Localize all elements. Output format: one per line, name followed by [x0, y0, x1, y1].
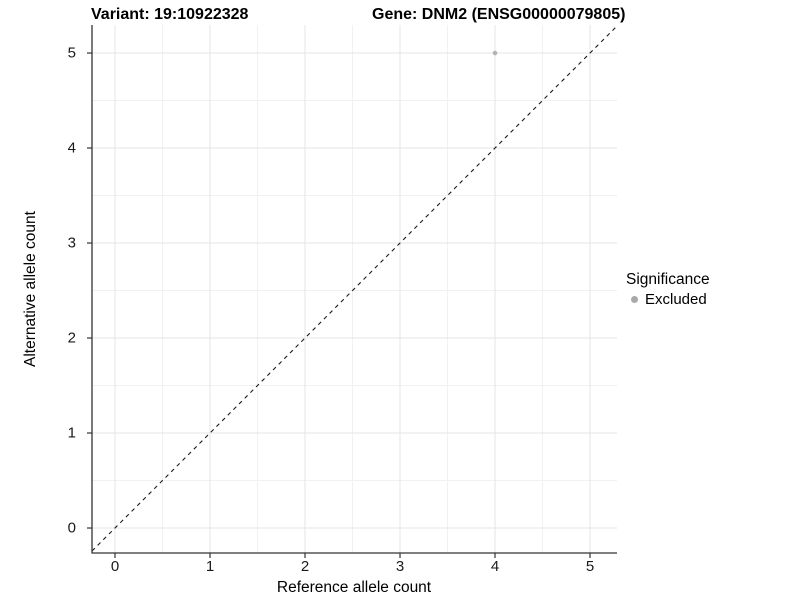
- y-tick-label: 0: [67, 519, 76, 537]
- legend-key-dot-icon: [631, 295, 638, 303]
- y-tick-label: 2: [67, 329, 76, 347]
- x-axis-title: Reference allele count: [276, 579, 432, 596]
- legend: Significance Excluded: [626, 271, 710, 308]
- legend-item-label: Excluded: [645, 290, 707, 308]
- identity-reference-line: [91, 25, 618, 552]
- x-tick-label: 3: [395, 558, 405, 575]
- legend-title: Significance: [626, 271, 710, 288]
- legend-items: Excluded: [626, 290, 710, 308]
- x-tick-label: 1: [205, 558, 215, 575]
- x-tick-label: 0: [110, 558, 120, 575]
- y-tick-label: 5: [67, 44, 76, 62]
- y-axis-title: Alternative allele count: [22, 211, 39, 367]
- y-tick-label: 1: [67, 424, 76, 442]
- y-tick-label: 4: [67, 139, 76, 157]
- x-tick-label: 4: [490, 558, 500, 575]
- x-tick-label: 2: [300, 558, 310, 575]
- y-tick-label: 3: [67, 234, 76, 252]
- variant-title: Variant: 19:10922328: [91, 6, 249, 23]
- data-point: [492, 50, 498, 56]
- gene-title: Gene: DNM2 (ENSG00000079805): [372, 6, 626, 23]
- legend-item: Excluded: [626, 290, 710, 308]
- x-tick-label: 5: [585, 558, 595, 575]
